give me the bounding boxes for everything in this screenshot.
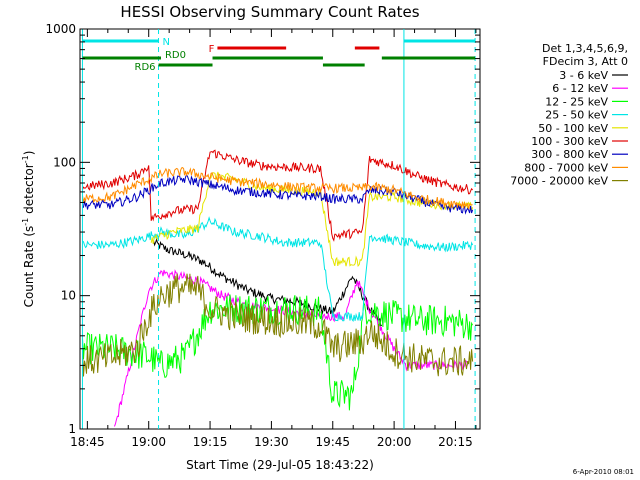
axis-layer: 18:45 19:00 19:15 19:30 19:45 20:00 20:15 1 10 10… xyxy=(45,22,480,449)
y-axis-label: Count Rate (s-1 detector-1) xyxy=(21,151,36,308)
legend-item-label: 6 - 12 keV xyxy=(552,82,608,95)
marker-label-rd0: RD0 xyxy=(165,50,186,61)
series-line xyxy=(82,273,474,377)
legend: Det 1,3,4,5,6,9, FDecim 3, Att 0 3 - 6 k… xyxy=(510,42,628,188)
y-tick-label: 1000 xyxy=(45,22,76,36)
x-axis-label: Start Time (29-Jul-05 18:43:22) xyxy=(186,458,374,472)
y-tick-label: 100 xyxy=(53,155,76,169)
legend-header-line-1: Det 1,3,4,5,6,9, xyxy=(542,42,628,55)
plot-frame xyxy=(79,28,481,430)
legend-item-label: 12 - 25 keV xyxy=(545,95,608,108)
legend-item-label: 25 - 50 keV xyxy=(545,109,608,122)
y-tick-label: 10 xyxy=(61,289,76,303)
x-tick-label: 19:30 xyxy=(254,435,289,449)
x-tick-label: 19:00 xyxy=(131,435,166,449)
y-axis-label-sup2: -1 xyxy=(21,155,30,163)
series-line xyxy=(113,269,469,427)
x-tick-label: 20:00 xyxy=(377,435,412,449)
series-line xyxy=(82,167,473,210)
legend-item-label: 100 - 300 keV xyxy=(531,135,608,148)
series-layer xyxy=(82,149,474,427)
chart-title: HESSI Observing Summary Count Rates xyxy=(120,3,419,21)
x-tick-label: 20:15 xyxy=(438,435,473,449)
legend-item-label: 800 - 7000 keV xyxy=(524,161,608,174)
marker-label-f: F xyxy=(209,44,215,55)
marker-layer: N F RD0 RD6 xyxy=(81,29,476,429)
x-tick-label: 19:15 xyxy=(193,435,228,449)
legend-item-label: 50 - 100 keV xyxy=(538,122,608,135)
legend-item-label: 3 - 6 keV xyxy=(559,69,608,82)
legend-item-label: 7000 - 20000 keV xyxy=(510,175,608,188)
series-line xyxy=(153,237,383,327)
x-tick-label: 18:45 xyxy=(70,435,105,449)
timestamp: 6-Apr-2010 08:01 xyxy=(573,468,634,476)
x-tick-label: 19:45 xyxy=(315,435,350,449)
marker-label-n: N xyxy=(163,37,170,48)
series-line xyxy=(150,171,474,267)
y-tick-label: 1 xyxy=(68,422,76,436)
legend-item-label: 300 - 800 keV xyxy=(531,148,608,161)
series-line xyxy=(82,149,473,242)
series-line xyxy=(82,216,474,322)
legend-header-line-2: FDecim 3, Att 0 xyxy=(543,55,628,68)
series-line xyxy=(82,174,474,215)
marker-label-rd6: RD6 xyxy=(135,62,156,73)
